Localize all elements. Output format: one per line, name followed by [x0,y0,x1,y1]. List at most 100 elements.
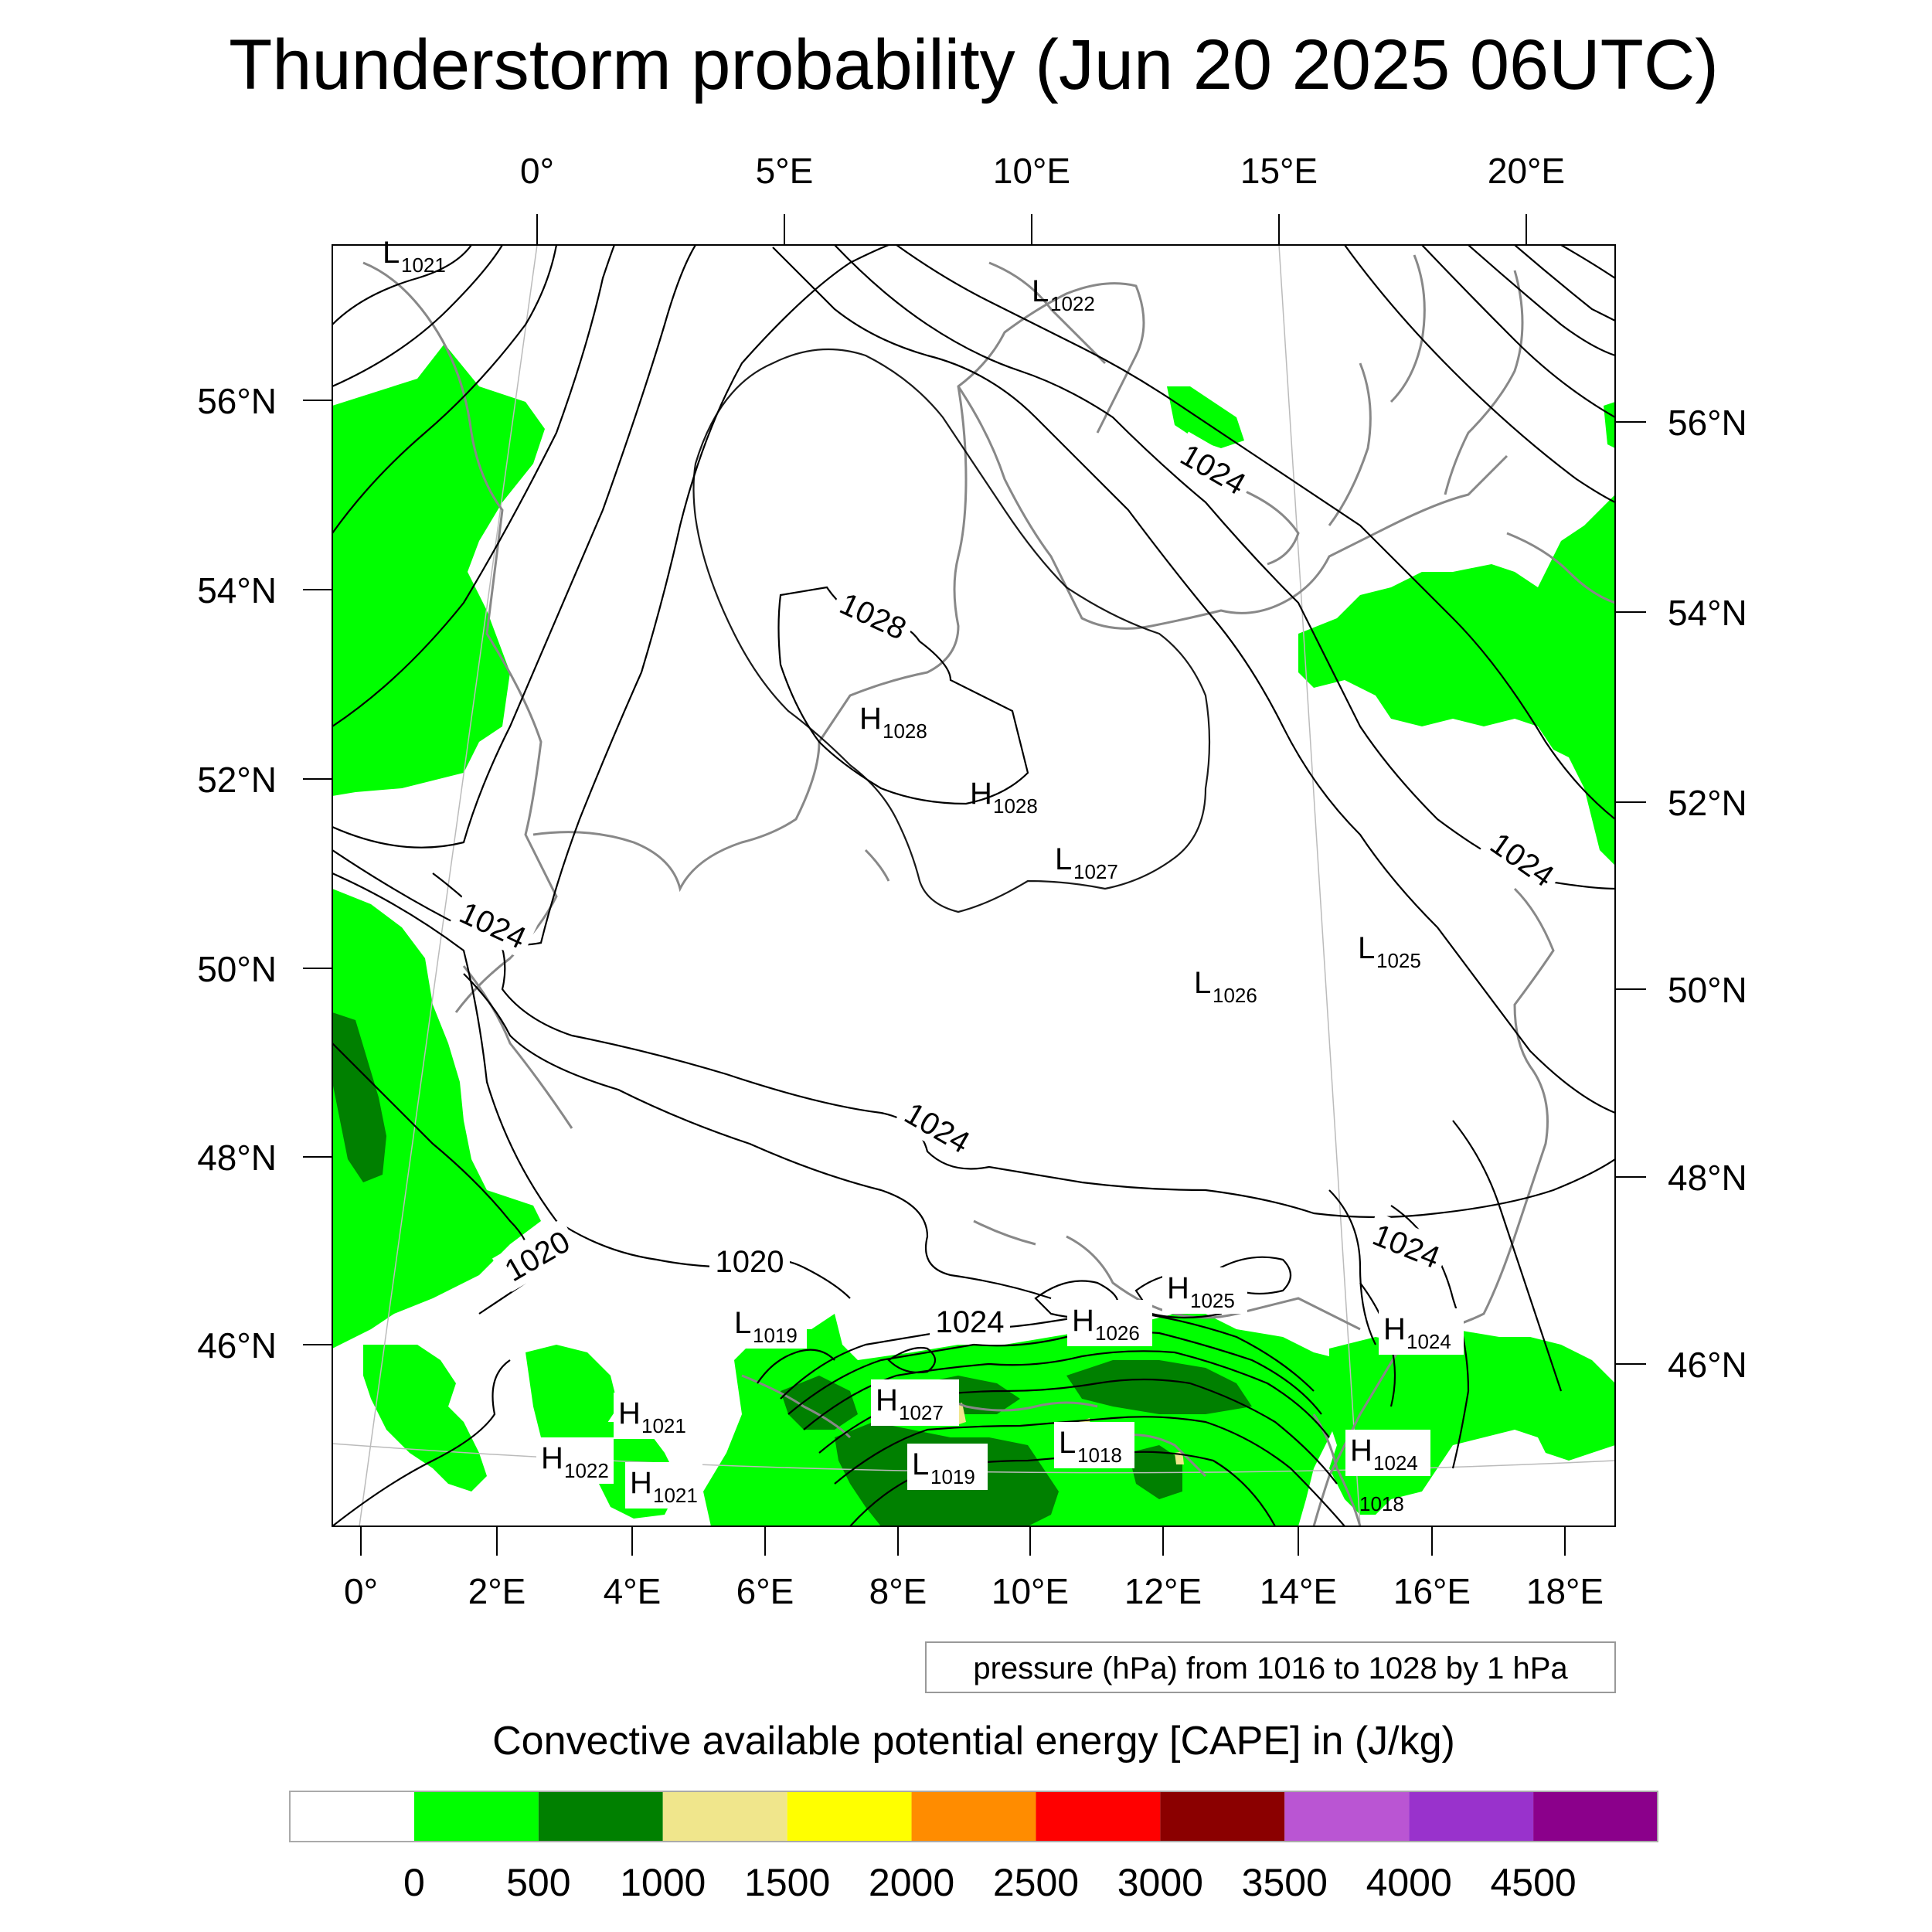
top-lon-label: 20°E [1488,151,1565,191]
svg-text:L: L [734,1306,751,1340]
pressure-center-high: H 1027 [871,1379,959,1426]
bottom-lon-axis: 0° 2°E 4°E 6°E 8°E 10°E 12°E 14°E 16°E 1… [344,1526,1604,1611]
contour-info-box: pressure (hPa) from 1016 to 1028 by 1 hP… [925,1641,1616,1693]
svg-text:H: H [618,1396,641,1430]
colorbar-swatch [911,1791,1036,1842]
pressure-center-high: H 1021 [625,1462,702,1509]
bottom-lon-label: 6°E [736,1571,794,1611]
colorbar-tick-label: 2500 [993,1861,1079,1904]
map-title: Thunderstorm probability (Jun 20 2025 06… [229,26,1719,104]
left-lat-label: 50°N [197,949,277,989]
left-lat-label: 52°N [197,760,277,800]
top-lon-axis: 0° 5°E 10°E 15°E 20°E [520,151,1565,245]
pressure-center-high: H 1028 [859,702,927,743]
right-lat-label: 46°N [1668,1345,1747,1385]
svg-text:1021: 1021 [653,1484,698,1507]
colorbar-tick-label: 2000 [869,1861,954,1904]
svg-text:L: L [1032,274,1049,308]
colorbar-tick-label: 4500 [1490,1861,1576,1904]
pressure-center-low: L 1022 [1032,274,1095,315]
pressure-centers: L 1021 L 1022 H 1028 H 1028 L 1027 L 1026 L 102… [383,236,1464,1515]
svg-text:L: L [1055,842,1072,876]
svg-text:1025: 1025 [1376,949,1421,972]
colorbar-swatch [1409,1791,1534,1842]
svg-text:1026: 1026 [1095,1321,1140,1345]
bottom-lon-label: 0° [344,1571,378,1611]
bottom-lon-label: 18°E [1526,1571,1604,1611]
pressure-center-low: L 1021 [383,236,446,277]
left-lat-label: 46°N [197,1325,277,1366]
svg-text:1024: 1024 [1373,1451,1418,1475]
pressure-center-low: L 1019 [730,1302,807,1349]
svg-text:H: H [541,1441,563,1475]
left-lat-label: 54°N [197,570,277,611]
pressure-center-high: H 1026 [1067,1300,1152,1346]
isobar-labels: 1028 1024 1024 1024 1024 1024 1020 1020 [448,431,1567,1340]
bottom-lon-label: 10°E [992,1571,1069,1611]
colorbar-swatch [538,1791,663,1842]
isobar-label: 1020 [709,1241,790,1280]
pressure-center-low: L 1025 [1358,931,1421,972]
svg-text:1021: 1021 [641,1414,686,1437]
colorbar-swatch [1160,1791,1285,1842]
pressure-center-low: L 1026 [1194,966,1257,1007]
top-lon-label: 5°E [756,151,814,191]
svg-text:1026: 1026 [1213,984,1257,1007]
right-lat-label: 52°N [1668,783,1747,823]
bottom-lon-label: 8°E [869,1571,927,1611]
svg-text:1022: 1022 [1050,292,1095,315]
svg-text:H: H [1072,1304,1094,1338]
colorbar-tick-label: 1500 [744,1861,830,1904]
svg-text:1019: 1019 [753,1324,798,1347]
colorbar-swatch [1533,1791,1658,1842]
svg-text:L: L [1358,931,1375,965]
right-lat-label: 50°N [1668,970,1747,1010]
svg-text:1018: 1018 [1077,1444,1122,1467]
colorbar-tick-label: 4000 [1366,1861,1452,1904]
colorbar-swatch [787,1791,912,1842]
colorbar-tick-label: 0 [403,1861,425,1904]
colorbar-tick-label: 1000 [620,1861,706,1904]
pressure-center-high: H 1022 [536,1437,614,1484]
svg-text:L: L [383,236,400,270]
svg-text:L: L [1059,1426,1076,1460]
svg-text:1020: 1020 [716,1245,784,1279]
colorbar-title: Convective available potential energy [C… [492,1719,1455,1764]
svg-text:H: H [1350,1434,1372,1468]
colorbar-swatch [1036,1791,1161,1842]
svg-text:1021: 1021 [401,253,446,277]
svg-text:H: H [859,702,882,736]
svg-text:L: L [912,1447,929,1481]
bottom-lon-label: 14°E [1260,1571,1337,1611]
svg-text:1019: 1019 [930,1465,975,1488]
pressure-center-high: H 1021 [614,1393,691,1439]
right-lat-label: 48°N [1668,1158,1747,1198]
svg-text:H: H [1167,1271,1189,1305]
pressure-center-high: H 1025 [1162,1267,1247,1314]
svg-text:H: H [630,1466,652,1500]
pressure-center-high: H 1028 [970,777,1038,818]
colorbar: 0 500 1000 1500 2000 2500 3000 3500 4000 4500 [289,1791,1658,1904]
svg-text:1018: 1018 [1359,1492,1404,1515]
bottom-lon-label: 2°E [468,1571,526,1611]
svg-text:1028: 1028 [883,719,927,743]
pressure-center-low: L 1027 [1055,842,1118,883]
top-lon-label: 15°E [1240,151,1318,191]
svg-text:H: H [876,1383,898,1417]
svg-text:H: H [970,777,992,811]
map-area [332,245,1615,1526]
pressure-center-high: H 1024 [1379,1308,1464,1355]
left-lat-label: 48°N [197,1138,277,1178]
bottom-lon-label: 16°E [1393,1571,1471,1611]
bottom-lon-label: 12°E [1124,1571,1202,1611]
top-lon-label: 0° [520,151,554,191]
svg-text:1027: 1027 [899,1401,944,1424]
bottom-lon-label: 4°E [604,1571,662,1611]
colorbar-tick-label: 3500 [1242,1861,1328,1904]
svg-text:1027: 1027 [1073,860,1118,883]
svg-text:L: L [1194,966,1211,1000]
map-frame [332,244,1616,1527]
